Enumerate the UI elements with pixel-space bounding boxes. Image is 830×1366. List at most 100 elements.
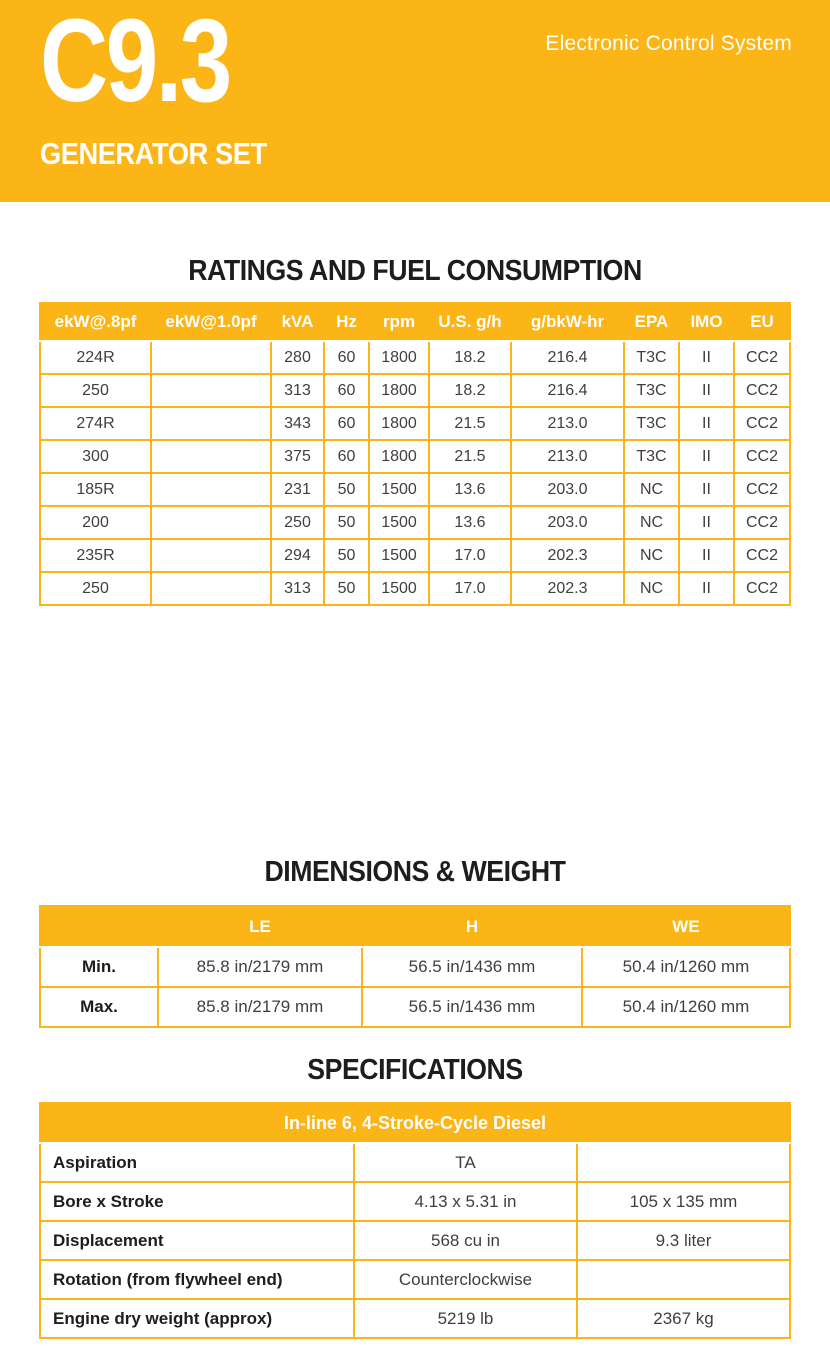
table-cell: 50 <box>323 505 370 540</box>
table-cell: 274R <box>39 406 152 441</box>
table-cell: CC2 <box>733 340 791 375</box>
table-cell: 56.5 in/1436 mm <box>361 986 583 1028</box>
specifications-title: SPECIFICATIONS <box>307 1054 523 1086</box>
table-cell: 213.0 <box>510 439 625 474</box>
table-cell: 250 <box>39 373 152 408</box>
table-cell <box>150 505 272 540</box>
table-cell: 17.0 <box>428 571 512 606</box>
table-cell: 1500 <box>368 505 430 540</box>
table-row: Min. 85.8 in/2179 mm 56.5 in/1436 mm 50.4 i… <box>39 946 791 988</box>
ratings-body: 224R 280 60 1800 18.2 216.4 T3C II CC2 250 313 60 18… <box>39 340 791 606</box>
table-cell: 50 <box>323 571 370 606</box>
table-row: 235R 294 50 1500 17.0 202.3 NC II CC2 <box>39 538 791 573</box>
table-cell: 313 <box>270 571 325 606</box>
table-cell: CC2 <box>733 505 791 540</box>
table-cell: T3C <box>623 406 680 441</box>
table-row: 300 375 60 1800 21.5 213.0 T3C II CC2 <box>39 439 791 474</box>
generator-set-subtitle: GENERATOR SET <box>40 136 267 171</box>
table-cell: NC <box>623 472 680 507</box>
header-banner: C9.3 Electronic Control System GENERATOR… <box>0 0 830 202</box>
engine-type-header: In-line 6, 4-Stroke-Cycle Diesel <box>38 1102 792 1144</box>
table-cell: 18.2 <box>428 373 512 408</box>
table-cell <box>150 472 272 507</box>
table-cell: 18.2 <box>428 340 512 375</box>
table-cell: NC <box>623 571 680 606</box>
table-cell: 85.8 in/2179 mm <box>157 946 363 988</box>
table-cell: NC <box>623 538 680 573</box>
table-cell: 224R <box>39 340 152 375</box>
table-cell: 250 <box>270 505 325 540</box>
table-cell: 13.6 <box>428 505 512 540</box>
table-cell: CC2 <box>733 472 791 507</box>
dimensions-table: LE H WE Min. 85.8 in/2179 mm 56.5 in/1436 mm… <box>39 905 791 1028</box>
specifications-table: In-line 6, 4-Stroke-Cycle Diesel Aspirat… <box>38 1102 792 1339</box>
table-row: Bore x Stroke 4.13 x 5.31 in 105 x 135 mm <box>38 1181 792 1222</box>
table-cell: 200 <box>39 505 152 540</box>
column-header: g/bkW-hr <box>510 302 625 342</box>
table-cell <box>150 571 272 606</box>
table-cell: 216.4 <box>510 373 625 408</box>
ratings-header-row: ekW@.8pf ekW@1.0pf kVA Hz rpm U.S. g/h g/bkW-h… <box>39 302 791 342</box>
table-cell <box>150 439 272 474</box>
table-cell: 1800 <box>368 439 430 474</box>
table-cell: 250 <box>39 571 152 606</box>
table-cell: 313 <box>270 373 325 408</box>
table-cell: 202.3 <box>510 571 625 606</box>
table-row: 185R 231 50 1500 13.6 203.0 NC II CC2 <box>39 472 791 507</box>
table-cell: CC2 <box>733 571 791 606</box>
table-cell: NC <box>623 505 680 540</box>
table-cell: Displacement <box>38 1220 355 1261</box>
dimensions-header-row: LE H WE <box>39 905 791 948</box>
dimensions-body: Min. 85.8 in/2179 mm 56.5 in/1436 mm 50.4 i… <box>39 946 791 1028</box>
table-cell: 568 cu in <box>352 1220 578 1261</box>
table-cell: 1800 <box>368 340 430 375</box>
table-cell: Rotation (from flywheel end) <box>38 1259 355 1300</box>
table-cell: 50.4 in/1260 mm <box>581 986 791 1028</box>
table-cell <box>150 406 272 441</box>
column-header: EPA <box>623 302 680 342</box>
ratings-table: ekW@.8pf ekW@1.0pf kVA Hz rpm U.S. g/h g/bkW-h… <box>39 302 791 606</box>
dimensions-section: DIMENSIONS & WEIGHT LE H WE Min. 85.8 in/21… <box>0 856 830 1028</box>
table-row: 200 250 50 1500 13.6 203.0 NC II CC2 <box>39 505 791 540</box>
table-cell: T3C <box>623 373 680 408</box>
table-cell: 9.3 liter <box>575 1220 792 1261</box>
table-cell <box>150 373 272 408</box>
table-row: 250 313 50 1500 17.0 202.3 NC II CC2 <box>39 571 791 606</box>
table-cell: 185R <box>39 472 152 507</box>
table-cell: 13.6 <box>428 472 512 507</box>
table-cell <box>150 538 272 573</box>
table-cell: 294 <box>270 538 325 573</box>
table-cell: 300 <box>39 439 152 474</box>
table-cell: II <box>678 472 735 507</box>
table-cell: II <box>678 439 735 474</box>
table-row: 250 313 60 1800 18.2 216.4 T3C II CC2 <box>39 373 791 408</box>
table-cell: II <box>678 505 735 540</box>
table-cell: 21.5 <box>428 439 512 474</box>
table-cell: CC2 <box>733 373 791 408</box>
table-cell: Counterclockwise <box>352 1259 578 1300</box>
table-cell: II <box>678 340 735 375</box>
table-cell: T3C <box>623 340 680 375</box>
table-cell: 50 <box>323 472 370 507</box>
column-header: WE <box>581 905 791 948</box>
table-row: 224R 280 60 1800 18.2 216.4 T3C II CC2 <box>39 340 791 375</box>
table-cell: 203.0 <box>510 472 625 507</box>
ratings-title: RATINGS AND FUEL CONSUMPTION <box>188 255 642 287</box>
table-cell: 343 <box>270 406 325 441</box>
column-header: ekW@1.0pf <box>150 302 272 342</box>
table-cell: 60 <box>323 406 370 441</box>
column-header: rpm <box>368 302 430 342</box>
column-header: kVA <box>270 302 325 342</box>
table-cell: T3C <box>623 439 680 474</box>
table-row: Displacement 568 cu in 9.3 liter <box>38 1220 792 1261</box>
table-row: Aspiration TA <box>38 1142 792 1183</box>
table-row: Max. 85.8 in/2179 mm 56.5 in/1436 mm 50.4 i… <box>39 986 791 1028</box>
table-cell: II <box>678 538 735 573</box>
table-cell: 280 <box>270 340 325 375</box>
table-cell: 235R <box>39 538 152 573</box>
table-cell: 60 <box>323 439 370 474</box>
table-cell: CC2 <box>733 538 791 573</box>
table-cell: 1500 <box>368 538 430 573</box>
control-system-tagline: Electronic Control System <box>545 32 792 55</box>
column-header: Hz <box>323 302 370 342</box>
